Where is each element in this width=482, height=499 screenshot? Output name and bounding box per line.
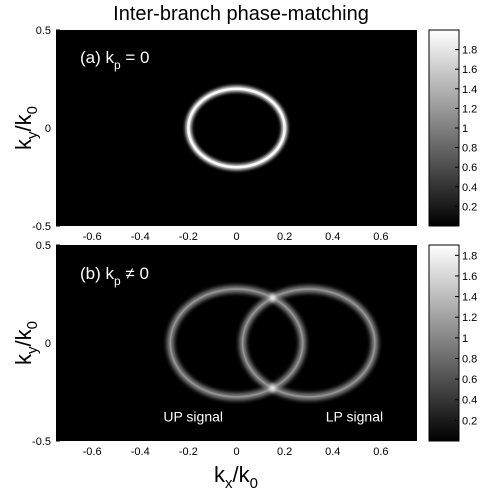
x-tick-label: 0.6	[373, 446, 388, 458]
panel-b: (b) kp ≠ 0 UP signal LP signal 0.50-0.5 …	[32, 240, 477, 458]
colorbar-tick-label: 0.4	[462, 395, 477, 407]
x-tick-label: 0.2	[277, 231, 292, 243]
x-axis-label-sub: x	[225, 475, 233, 492]
y-tick-label: 0.5	[36, 240, 51, 252]
colorbar-tick-label: 0.8	[462, 143, 477, 155]
x-tick-label: -0.6	[83, 231, 102, 243]
x-tick-label: 0	[233, 231, 239, 243]
x-tick-label: -0.4	[131, 231, 150, 243]
y-axis-label-a-main: k	[11, 138, 36, 150]
ring-crossing-1	[269, 384, 276, 392]
x-tick-label: 0.2	[277, 446, 292, 458]
panel-b-label-prefix: (b) k	[80, 264, 115, 283]
panel-a-label-sub: p	[114, 58, 121, 72]
x-axis-label-tail: /k	[233, 462, 251, 487]
y-ticks-a: 0.5 0 -0.5	[32, 25, 60, 233]
y-axis-label-b-tail: /k	[11, 328, 36, 346]
y-tick-label: -0.5	[32, 436, 51, 448]
colorbar-tick-label: 1.4	[462, 292, 477, 304]
colorbar-a-ticks: 1.8 1.6 1.4 1.2 1 0.8 0.6 0.4 0.2	[455, 45, 477, 213]
y-axis-label-a-sub: y	[24, 131, 41, 139]
colorbar-tick-label: 1.4	[462, 84, 477, 96]
annotation-lp-signal: LP signal	[326, 408, 383, 424]
panel-a-label: (a) kp = 0	[80, 48, 150, 72]
x-axis-label-tail-sub: 0	[250, 475, 258, 492]
colorbar-tick-label: 0.8	[462, 353, 477, 365]
x-axis-label: kx/k0	[214, 462, 258, 492]
x-tick-label: -0.4	[131, 446, 150, 458]
x-ticks-b: -0.6 -0.4 -0.2 0 0.2 0.4 0.6	[83, 437, 389, 458]
y-axis-label-b: ky/k0	[11, 321, 41, 365]
panel-a: (a) kp = 0 0.5 0 -0.5 -0.6 -0.4 -0.2 0 0.2 0.4 0…	[32, 25, 477, 243]
y-axis-label-a: ky/k0	[11, 106, 41, 150]
plot-area-a	[56, 30, 417, 226]
x-tick-label: -0.2	[179, 231, 198, 243]
colorbar-a	[428, 29, 460, 227]
y-axis-label-b-tail-sub: 0	[24, 321, 41, 329]
y-tick-label: 0	[45, 123, 51, 135]
x-tick-label: -0.2	[179, 446, 198, 458]
x-tick-label: 0.6	[373, 231, 388, 243]
colorbar-tick-label: 1.6	[462, 64, 477, 76]
y-axis-label-b-sub: y	[24, 346, 41, 354]
colorbar-tick-label: 1.2	[462, 312, 477, 324]
x-axis-label-main: k	[214, 462, 226, 487]
chart-title: Inter-branch phase-matching	[113, 3, 369, 25]
ring-a-0	[187, 87, 286, 169]
y-tick-label: -0.5	[32, 221, 51, 233]
colorbar-tick-label: 1.8	[462, 45, 477, 57]
rings-b	[166, 285, 379, 401]
ring-b-1	[241, 288, 376, 398]
colorbar-tick-label: 0.4	[462, 182, 477, 194]
colorbar-tick-label: 0.6	[462, 162, 477, 174]
x-ticks-a: -0.6 -0.4 -0.2 0 0.2 0.4 0.6	[83, 222, 389, 243]
panel-b-label: (b) kp ≠ 0	[80, 264, 149, 288]
colorbar-tick-label: 0.6	[462, 374, 477, 386]
y-axis-label-a-tail-sub: 0	[24, 106, 41, 114]
colorbar-tick-label: 0.2	[462, 415, 477, 427]
colorbar-b	[428, 244, 460, 442]
y-tick-label: 0	[45, 338, 51, 350]
x-tick-label: 0.4	[325, 446, 340, 458]
colorbar-tick-label: 1	[462, 333, 468, 345]
y-ticks-b: 0.5 0 -0.5	[32, 240, 60, 448]
panel-b-label-suffix: ≠ 0	[121, 264, 149, 283]
colorbar-b-ticks: 1.8 1.6 1.4 1.2 1 0.8 0.6 0.4 0.2	[455, 250, 477, 427]
colorbar-tick-label: 1.8	[462, 250, 477, 262]
annotation-up-signal: UP signal	[163, 408, 223, 424]
colorbar-tick-label: 1	[462, 123, 468, 135]
ring-b-0	[169, 288, 304, 398]
rings-a	[185, 85, 288, 171]
x-tick-label: 0.4	[325, 231, 340, 243]
colorbar-tick-label: 0.2	[462, 201, 477, 213]
x-tick-label: -0.6	[83, 446, 102, 458]
plot-area-b	[56, 245, 417, 441]
y-tick-label: 0.5	[36, 25, 51, 37]
ring-crossing-0	[269, 294, 276, 302]
x-tick-label: 0	[233, 446, 239, 458]
colorbar-tick-label: 1.2	[462, 103, 477, 115]
y-axis-label-b-main: k	[11, 353, 36, 365]
panel-a-label-suffix: = 0	[121, 48, 150, 67]
panel-b-label-sub: p	[114, 274, 121, 288]
colorbar-tick-label: 1.6	[462, 271, 477, 283]
panel-a-label-prefix: (a) k	[80, 48, 115, 67]
y-axis-label-a-tail: /k	[11, 113, 36, 131]
